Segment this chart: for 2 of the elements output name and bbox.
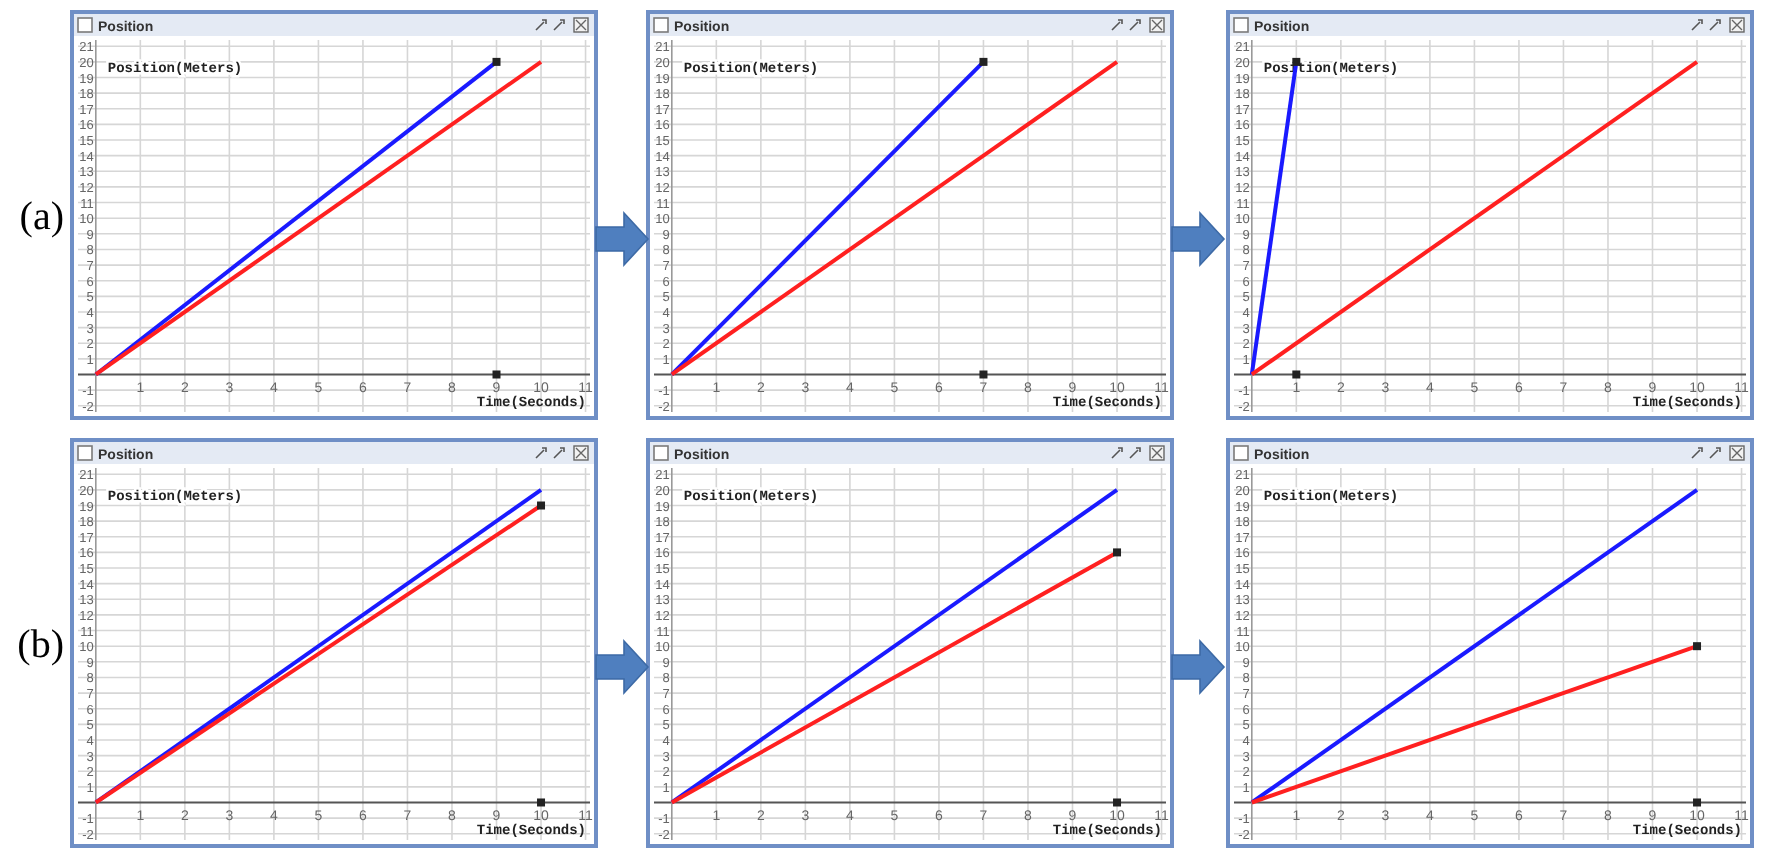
text: (b) <box>17 623 64 667</box>
text: (a) <box>19 195 64 239</box>
